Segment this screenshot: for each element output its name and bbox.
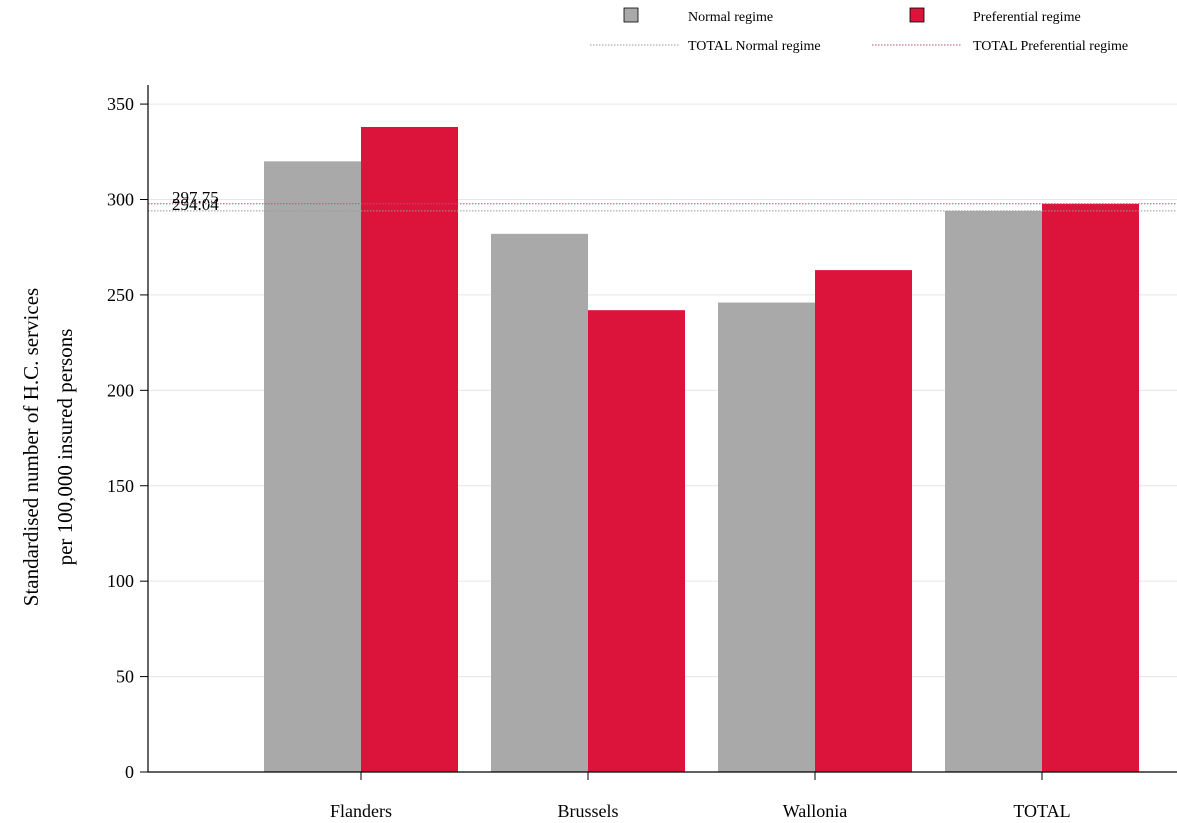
x-tick-label: Flanders [330, 801, 392, 821]
y-tick-label: 150 [107, 476, 134, 496]
x-tick-label: Brussels [557, 801, 618, 821]
legend-label-total-preferential: TOTAL Preferential regime [973, 39, 1128, 54]
axes: 0 50 100 150 200 250 300 350 Flanders Brussels Wal… [107, 85, 1177, 821]
bar-preferential-wallonia [815, 270, 912, 772]
y-tick-label: 200 [107, 380, 134, 400]
ref-label-total-normal: 294.04 [172, 195, 219, 214]
bar-preferential-brussels [588, 310, 685, 772]
legend-label-normal: Normal regime [688, 10, 773, 25]
x-tick-label: Wallonia [783, 801, 848, 821]
y-tick-label: 50 [116, 667, 134, 687]
y-tick-label: 100 [107, 571, 134, 591]
legend-swatch-normal [623, 7, 639, 23]
x-tick-label: TOTAL [1013, 801, 1070, 821]
y-axis-title: Standardised number of H.C. services per… [19, 288, 77, 606]
bar-normal-brussels [491, 233, 588, 773]
y-axis-title-line-1: Standardised number of H.C. services [19, 288, 43, 606]
bar-normal-wallonia [718, 302, 815, 772]
y-tick-label: 250 [107, 285, 134, 305]
legend-label-total-normal: TOTAL Normal regime [688, 39, 821, 54]
bar-preferential-flanders [361, 126, 458, 772]
legend: Normal regime Preferential regime TOTAL … [590, 7, 1128, 54]
bar-preferential-total [1042, 203, 1139, 772]
y-axis-title-line-2: per 100,000 insured persons [53, 329, 77, 566]
y-tick-label: 300 [107, 190, 134, 210]
bar-normal-total [945, 210, 1042, 773]
bars [264, 126, 1139, 773]
legend-label-preferential: Preferential regime [973, 10, 1081, 25]
y-tick-label: 350 [107, 94, 134, 114]
ref-label-total-preferential: 297.75 [172, 188, 219, 207]
legend-swatch-preferential [909, 7, 925, 23]
bar-normal-flanders [264, 161, 361, 773]
y-tick-label: 0 [125, 762, 134, 782]
